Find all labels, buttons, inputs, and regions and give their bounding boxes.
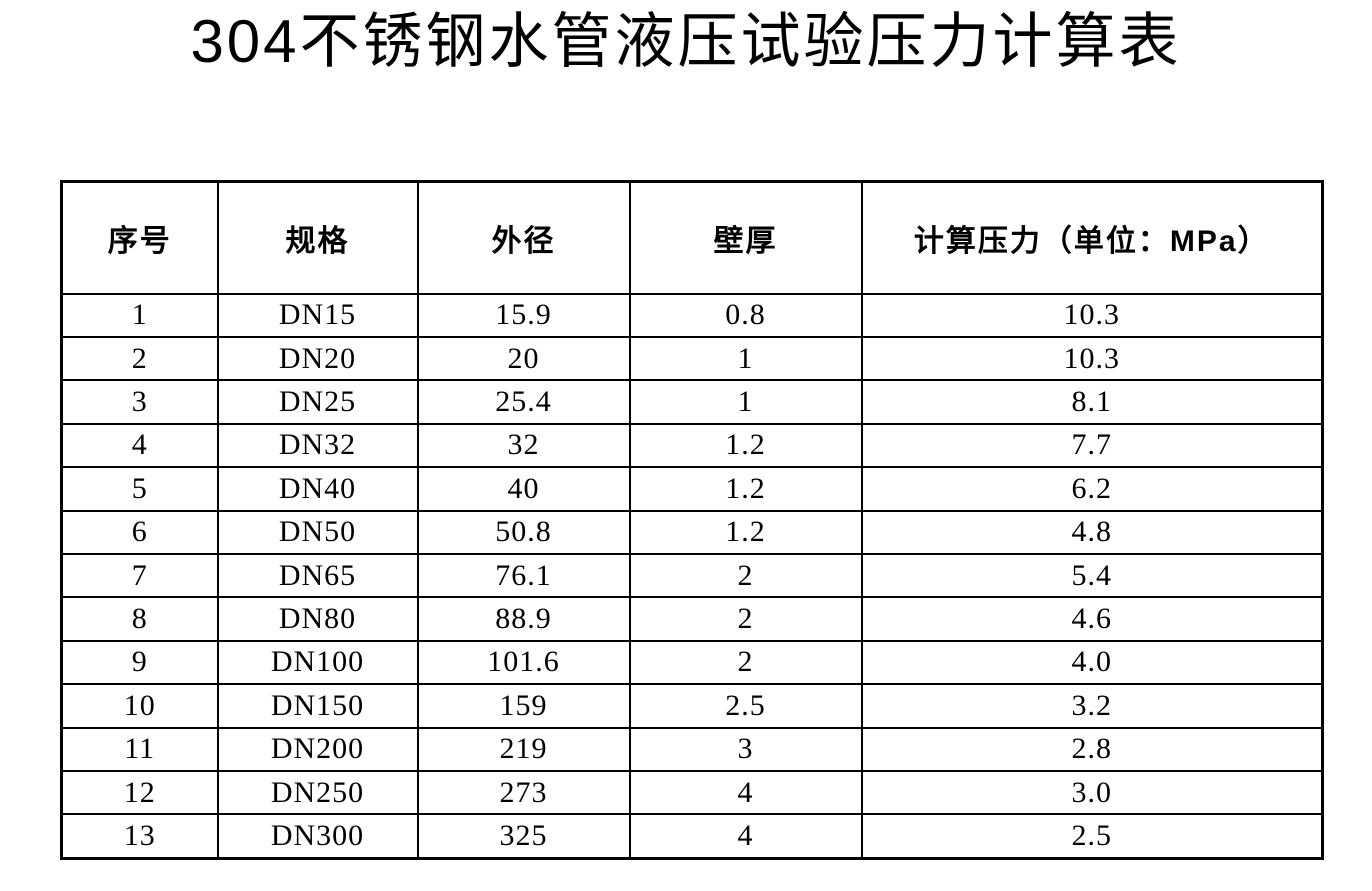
page-title: 304不锈钢水管液压试验压力计算表 bbox=[190, 8, 1182, 75]
cell-pressure: 10.3 bbox=[860, 335, 1324, 382]
column-header-od: 外径 bbox=[416, 180, 631, 295]
cell-seq: 13 bbox=[60, 813, 219, 860]
cell-wall: 1 bbox=[628, 335, 863, 382]
table-row: 9 DN100 101.6 2 4.0 bbox=[60, 639, 1324, 686]
table-row: 12 DN250 273 4 3.0 bbox=[60, 769, 1324, 816]
column-header-wall: 壁厚 bbox=[628, 180, 863, 295]
cell-od: 159 bbox=[416, 683, 631, 729]
cell-spec: DN50 bbox=[216, 509, 419, 555]
cell-od: 219 bbox=[416, 726, 631, 772]
cell-spec: DN65 bbox=[216, 552, 419, 599]
cell-spec: DN40 bbox=[216, 466, 419, 512]
cell-seq: 9 bbox=[60, 639, 219, 686]
cell-seq: 4 bbox=[60, 422, 219, 469]
cell-wall: 0.8 bbox=[628, 292, 863, 338]
cell-spec: DN200 bbox=[216, 726, 419, 772]
cell-seq: 12 bbox=[60, 769, 219, 816]
cell-pressure: 2.5 bbox=[860, 813, 1324, 860]
cell-od: 76.1 bbox=[416, 552, 631, 599]
cell-od: 25.4 bbox=[416, 379, 631, 425]
cell-od: 273 bbox=[416, 769, 631, 816]
table-row: 4 DN32 32 1.2 7.7 bbox=[60, 422, 1324, 469]
table-row: 6 DN50 50.8 1.2 4.8 bbox=[60, 509, 1324, 555]
cell-seq: 6 bbox=[60, 509, 219, 555]
cell-pressure: 4.8 bbox=[860, 509, 1324, 555]
cell-pressure: 4.6 bbox=[860, 596, 1324, 642]
table-row: 2 DN20 20 1 10.3 bbox=[60, 335, 1324, 382]
table-row: 5 DN40 40 1.2 6.2 bbox=[60, 466, 1324, 512]
pressure-table: 序号 规格 外径 壁厚 计算压力（单位：MPa） 1 DN15 15.9 0.8 10.… bbox=[60, 180, 1324, 860]
cell-seq: 10 bbox=[60, 683, 219, 729]
cell-od: 50.8 bbox=[416, 509, 631, 555]
cell-pressure: 6.2 bbox=[860, 466, 1324, 512]
cell-pressure: 4.0 bbox=[860, 639, 1324, 686]
cell-od: 88.9 bbox=[416, 596, 631, 642]
table-row: 8 DN80 88.9 2 4.6 bbox=[60, 596, 1324, 642]
column-header-seq: 序号 bbox=[60, 180, 219, 295]
table-row: 3 DN25 25.4 1 8.1 bbox=[60, 379, 1324, 425]
cell-seq: 8 bbox=[60, 596, 219, 642]
cell-wall: 3 bbox=[628, 726, 863, 772]
table-header-row: 序号 规格 外径 壁厚 计算压力（单位：MPa） bbox=[60, 180, 1324, 295]
cell-wall: 1 bbox=[628, 379, 863, 425]
cell-od: 15.9 bbox=[416, 292, 631, 338]
cell-od: 20 bbox=[416, 335, 631, 382]
cell-spec: DN100 bbox=[216, 639, 419, 686]
cell-spec: DN80 bbox=[216, 596, 419, 642]
cell-pressure: 2.8 bbox=[860, 726, 1324, 772]
cell-spec: DN250 bbox=[216, 769, 419, 816]
table-row: 10 DN150 159 2.5 3.2 bbox=[60, 683, 1324, 729]
column-header-spec: 规格 bbox=[216, 180, 419, 295]
cell-spec: DN25 bbox=[216, 379, 419, 425]
cell-wall: 2 bbox=[628, 639, 863, 686]
cell-pressure: 8.1 bbox=[860, 379, 1324, 425]
cell-pressure: 10.3 bbox=[860, 292, 1324, 338]
table-row: 1 DN15 15.9 0.8 10.3 bbox=[60, 292, 1324, 338]
cell-pressure: 7.7 bbox=[860, 422, 1324, 469]
cell-wall: 4 bbox=[628, 813, 863, 860]
cell-pressure: 3.2 bbox=[860, 683, 1324, 729]
cell-wall: 4 bbox=[628, 769, 863, 816]
cell-seq: 11 bbox=[60, 726, 219, 772]
cell-wall: 1.2 bbox=[628, 422, 863, 469]
column-header-pressure: 计算压力（单位：MPa） bbox=[860, 180, 1324, 295]
cell-od: 325 bbox=[416, 813, 631, 860]
cell-seq: 2 bbox=[60, 335, 219, 382]
table-row: 7 DN65 76.1 2 5.4 bbox=[60, 552, 1324, 599]
table-body: 1 DN15 15.9 0.8 10.3 2 DN20 20 1 10.3 3 DN25 25.4 1 8.… bbox=[60, 292, 1324, 860]
cell-seq: 7 bbox=[60, 552, 219, 599]
cell-spec: DN150 bbox=[216, 683, 419, 729]
table-row: 13 DN300 325 4 2.5 bbox=[60, 813, 1324, 860]
cell-spec: DN32 bbox=[216, 422, 419, 469]
cell-wall: 2 bbox=[628, 552, 863, 599]
cell-seq: 1 bbox=[60, 292, 219, 338]
cell-wall: 1.2 bbox=[628, 509, 863, 555]
cell-wall: 2 bbox=[628, 596, 863, 642]
cell-seq: 3 bbox=[60, 379, 219, 425]
cell-spec: DN300 bbox=[216, 813, 419, 860]
cell-spec: DN15 bbox=[216, 292, 419, 338]
cell-pressure: 3.0 bbox=[860, 769, 1324, 816]
cell-wall: 2.5 bbox=[628, 683, 863, 729]
table-container: 序号 规格 外径 壁厚 计算压力（单位：MPa） 1 DN15 15.9 0.8 10.… bbox=[60, 180, 1324, 860]
cell-od: 101.6 bbox=[416, 639, 631, 686]
cell-od: 32 bbox=[416, 422, 631, 469]
table-row: 11 DN200 219 3 2.8 bbox=[60, 726, 1324, 772]
cell-seq: 5 bbox=[60, 466, 219, 512]
cell-wall: 1.2 bbox=[628, 466, 863, 512]
cell-od: 40 bbox=[416, 466, 631, 512]
cell-spec: DN20 bbox=[216, 335, 419, 382]
cell-pressure: 5.4 bbox=[860, 552, 1324, 599]
